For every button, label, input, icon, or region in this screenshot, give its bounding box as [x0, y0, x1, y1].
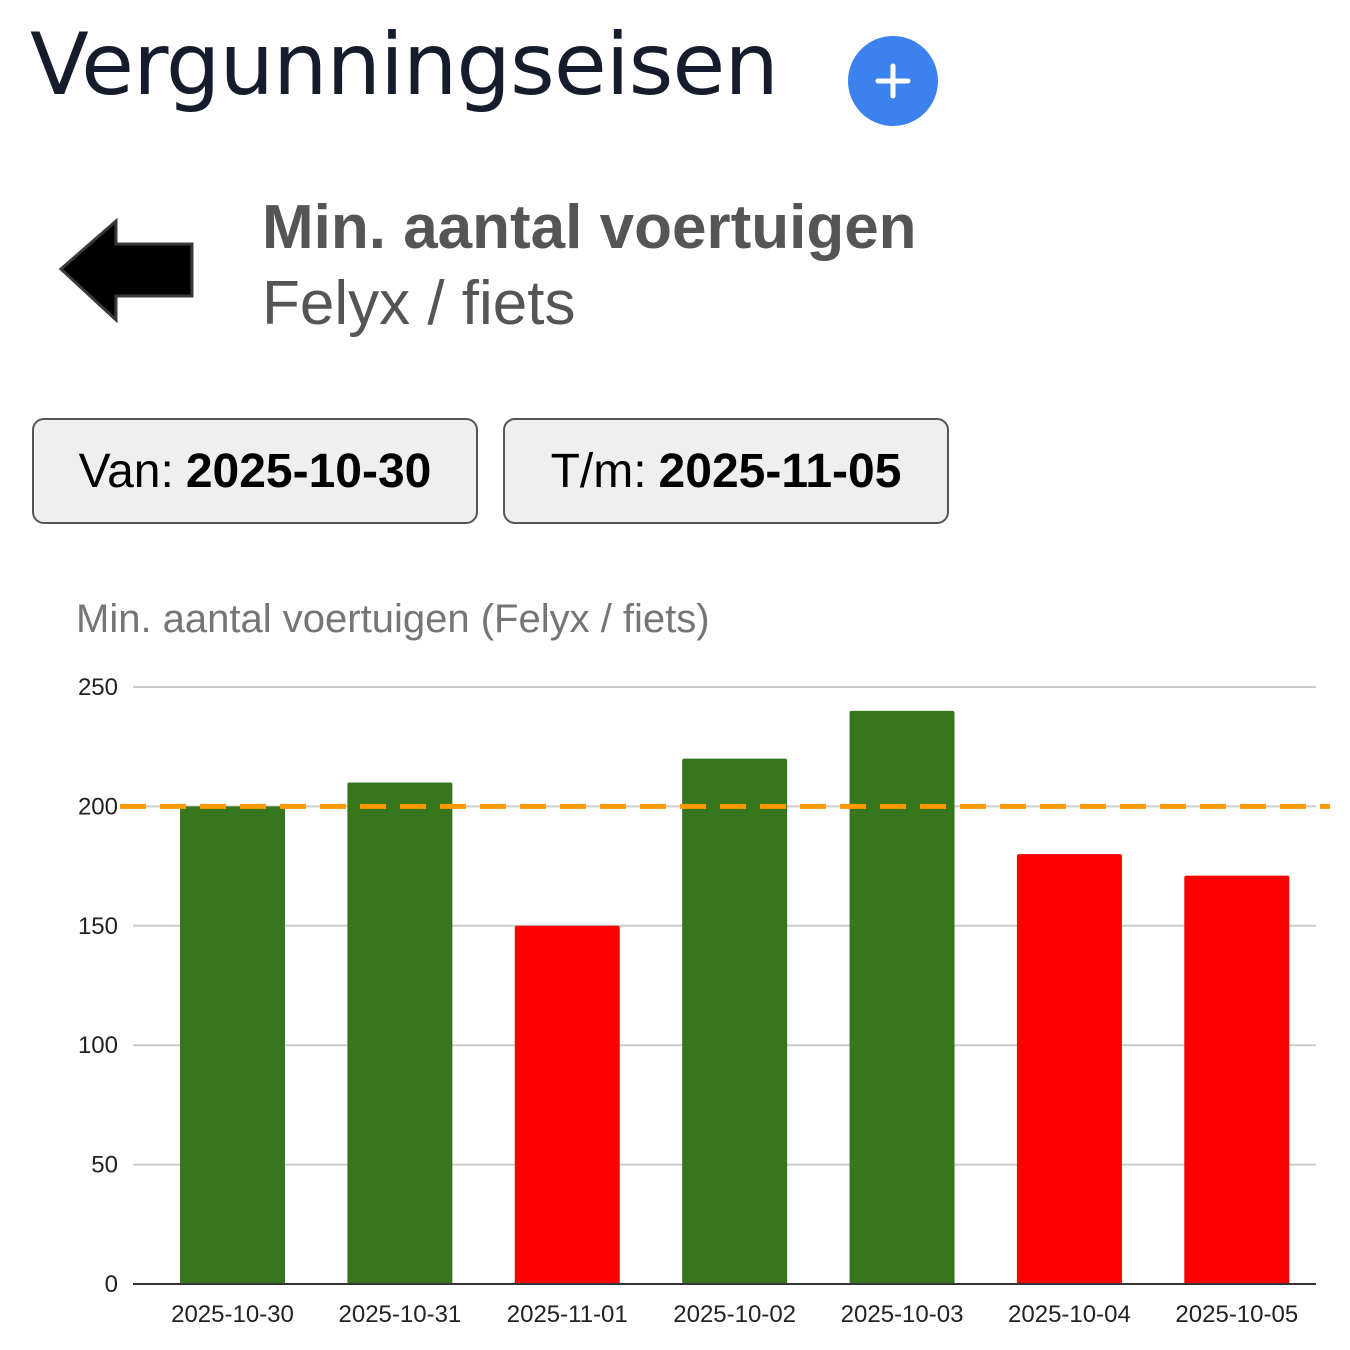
requirement-title: Min. aantal voertuigen [262, 193, 917, 262]
add-button[interactable] [848, 36, 938, 126]
bar [849, 710, 955, 1284]
back-button[interactable] [54, 212, 196, 328]
date-from-label: Van: [78, 444, 174, 498]
y-tick-label: 100 [78, 1032, 118, 1059]
date-from-value: 2025-10-30 [185, 444, 432, 498]
y-tick-label: 0 [105, 1271, 118, 1298]
x-tick-label: 2025-10-03 [841, 1301, 964, 1328]
bar [682, 758, 788, 1284]
y-tick-label: 200 [78, 793, 118, 820]
date-from-button[interactable]: Van: 2025-10-30 [32, 418, 478, 524]
x-tick-label: 2025-10-04 [1008, 1301, 1131, 1328]
arrow-left-icon [58, 217, 194, 324]
bar [1016, 854, 1122, 1284]
chart-title: Min. aantal voertuigen (Felyx / fiets) [76, 597, 710, 641]
bar [514, 925, 620, 1284]
y-tick-label: 150 [78, 913, 118, 940]
bar [180, 806, 285, 1284]
x-tick-label: 2025-10-02 [673, 1301, 796, 1328]
plus-icon [875, 63, 911, 99]
requirement-subtitle: Felyx / fiets [262, 269, 576, 338]
bar-chart: Min. aantal voertuigen (Felyx / fiets) 0… [76, 597, 1330, 1328]
x-tick-label: 2025-11-01 [507, 1301, 628, 1328]
app-title: Vergunningseisen [30, 15, 779, 115]
y-tick-label: 50 [91, 1152, 118, 1179]
x-tick-label: 2025-10-30 [171, 1301, 294, 1328]
date-to-button[interactable]: T/m: 2025-11-05 [503, 418, 949, 524]
date-to-label: T/m: [550, 444, 647, 498]
x-tick-label: 2025-10-05 [1175, 1301, 1298, 1328]
y-tick-label: 250 [78, 674, 118, 701]
bar [1184, 875, 1290, 1284]
date-to-value: 2025-11-05 [658, 444, 902, 498]
bar [347, 782, 453, 1284]
x-tick-label: 2025-10-31 [339, 1301, 462, 1328]
